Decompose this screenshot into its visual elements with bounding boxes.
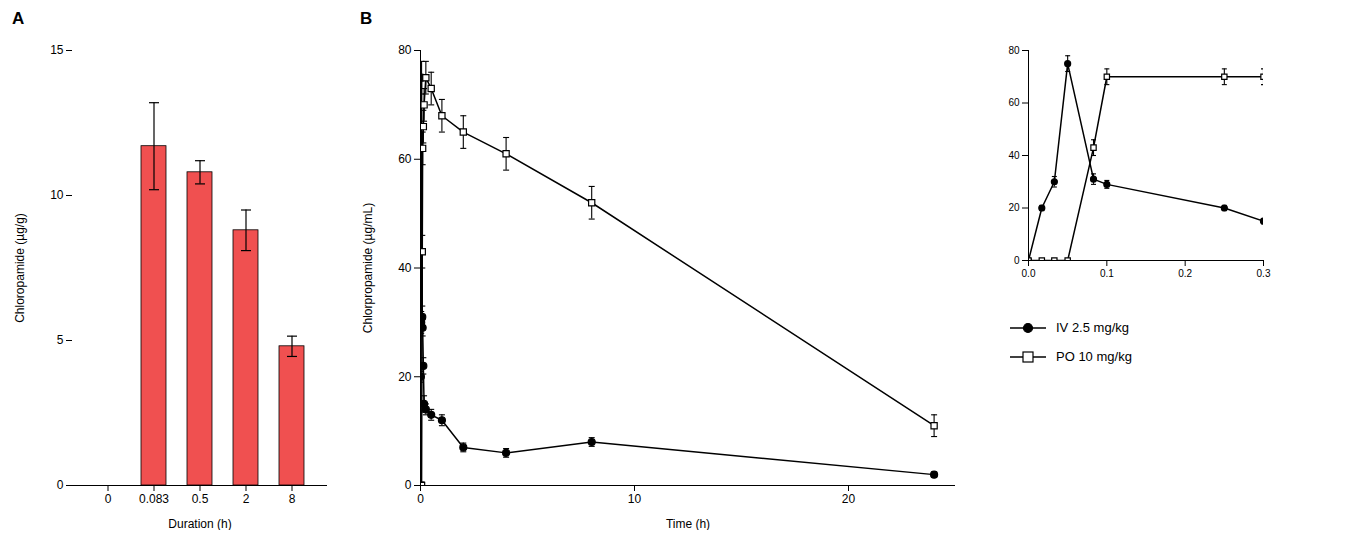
svg-text:0.2: 0.2: [1178, 268, 1192, 279]
svg-text:10: 10: [50, 188, 64, 202]
svg-text:0: 0: [405, 478, 412, 492]
svg-text:60: 60: [1008, 97, 1020, 108]
svg-text:60: 60: [398, 152, 412, 166]
html-text:B: B: [360, 9, 373, 28]
svg-text:80: 80: [1008, 45, 1020, 56]
svg-text:2: 2: [243, 492, 250, 506]
svg-text:0.083: 0.083: [139, 492, 169, 506]
svg-text:Chloropamide (µg/g): Chloropamide (µg/g): [13, 213, 27, 323]
svg-text:Time (h): Time (h): [666, 517, 710, 531]
svg-text:0.5: 0.5: [192, 492, 209, 506]
svg-text:0: 0: [105, 492, 112, 506]
html-text:PO 10 mg/kg: PO 10 mg/kg: [1056, 349, 1132, 364]
svg-text:0: 0: [1014, 255, 1020, 266]
svg-text:20: 20: [842, 492, 856, 506]
html-text:IV 2.5 mg/kg: IV 2.5 mg/kg: [1056, 320, 1129, 335]
svg-text:5: 5: [57, 333, 64, 347]
svg-text:Chlorpropamide (µg/mL): Chlorpropamide (µg/mL): [361, 203, 375, 333]
svg-text:20: 20: [1008, 202, 1020, 213]
svg-text:Duration (h): Duration (h): [168, 517, 231, 531]
svg-text:0: 0: [57, 478, 64, 492]
svg-text:20: 20: [398, 370, 412, 384]
svg-text:15: 15: [50, 43, 64, 57]
svg-text:0: 0: [417, 492, 424, 506]
svg-text:0.1: 0.1: [1100, 268, 1114, 279]
svg-text:10: 10: [628, 492, 642, 506]
html-text:A: A: [12, 9, 25, 28]
svg-text:80: 80: [398, 43, 412, 57]
svg-text:8: 8: [289, 492, 296, 506]
svg-text:40: 40: [1008, 150, 1020, 161]
svg-text:40: 40: [398, 261, 412, 275]
svg-text:0.0: 0.0: [1022, 268, 1036, 279]
svg-text:0.3: 0.3: [1257, 268, 1271, 279]
